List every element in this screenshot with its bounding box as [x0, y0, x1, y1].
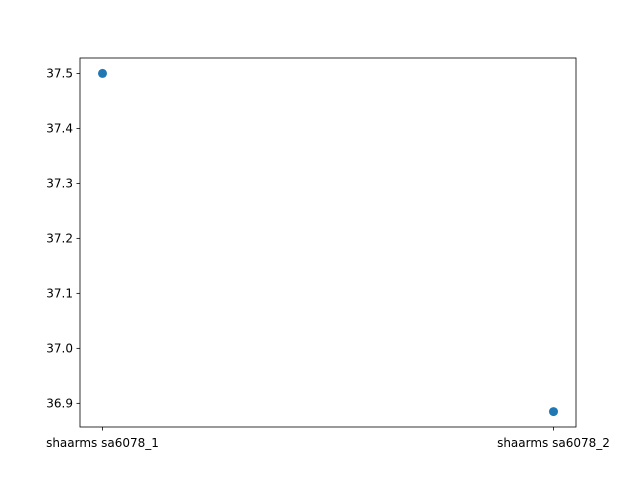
y-tick-label: 37.1	[46, 287, 73, 301]
y-axis: 36.9 37.0 37.1 37.2 37.3 37.4 37.5	[46, 67, 80, 411]
y-tick-label: 37.0	[46, 342, 73, 356]
y-tick-label: 37.2	[46, 232, 73, 246]
data-points	[98, 68, 558, 417]
data-point	[98, 68, 107, 78]
data-point	[549, 407, 558, 417]
plot-area	[79, 57, 577, 428]
y-tick-label: 36.9	[46, 397, 73, 411]
y-tick-label: 37.5	[46, 67, 73, 81]
x-tick-label: shaarms sa6078_2	[497, 436, 610, 450]
y-tick-label: 37.4	[46, 122, 73, 136]
x-axis: shaarms sa6078_1 shaarms sa6078_2	[46, 427, 610, 450]
y-tick-label: 37.3	[46, 177, 73, 191]
x-tick-label: shaarms sa6078_1	[46, 436, 159, 450]
